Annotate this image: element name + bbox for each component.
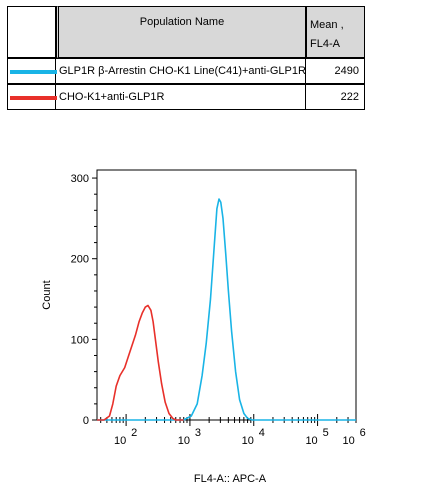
x-tick-exponent: 3	[195, 427, 201, 439]
x-tick-label: 10	[242, 435, 254, 447]
plot-area: 0 100 200 300 10 2 10 3 10 4 10 5 10 6	[71, 169, 366, 447]
x-tick-label: 10	[178, 435, 190, 447]
legend-header-mean-line2: FL4-A	[310, 38, 340, 50]
x-tick-exponent: 6	[360, 427, 366, 439]
y-tick-label: 0	[83, 415, 89, 427]
legend-row: CHO-K1+anti-GLP1R 222	[7, 84, 365, 110]
y-axis-title: Count	[41, 280, 53, 309]
legend-header-mean: Mean , FL4-A	[306, 6, 365, 58]
legend-row: GLP1R β-Arrestin CHO-K1 Line(C41)+anti-G…	[7, 58, 365, 84]
series-line-blue	[97, 198, 356, 421]
x-tick-exponent: 2	[131, 427, 137, 439]
legend-swatch-cell	[7, 84, 57, 110]
legend-swatch-cell	[7, 58, 57, 84]
x-tick-label: 10	[342, 435, 354, 447]
legend-rows: GLP1R β-Arrestin CHO-K1 Line(C41)+anti-G…	[7, 58, 365, 110]
y-tick-label: 200	[71, 254, 89, 266]
x-tick-label: 10	[305, 435, 317, 447]
legend-swatch-blue	[10, 70, 57, 74]
legend-table: Population Name Mean , FL4-A	[7, 6, 365, 58]
plot-frame	[96, 169, 357, 421]
legend-swatch-red	[10, 96, 57, 100]
legend-header-blank	[7, 6, 56, 58]
x-tick-exponent: 4	[259, 427, 265, 439]
legend-mean-value: 2490	[306, 58, 365, 84]
legend-header-population-name: Population Name	[56, 6, 306, 58]
legend-population-name: CHO-K1+anti-GLP1R	[56, 84, 306, 110]
x-tick-exponent: 5	[323, 427, 329, 439]
x-axis-title: FL4-A:: APC-A	[194, 473, 267, 485]
legend-header-mean-line1: Mean ,	[310, 19, 344, 31]
y-tick-label: 100	[71, 334, 89, 346]
legend-population-name: GLP1R β-Arrestin CHO-K1 Line(C41)+anti-G…	[56, 58, 306, 84]
series-line-red	[97, 304, 184, 421]
legend-header: Population Name Mean , FL4-A	[7, 6, 365, 58]
x-tick-label: 10	[114, 435, 126, 447]
legend-mean-value: 222	[306, 84, 365, 110]
y-tick-label: 300	[71, 173, 89, 185]
